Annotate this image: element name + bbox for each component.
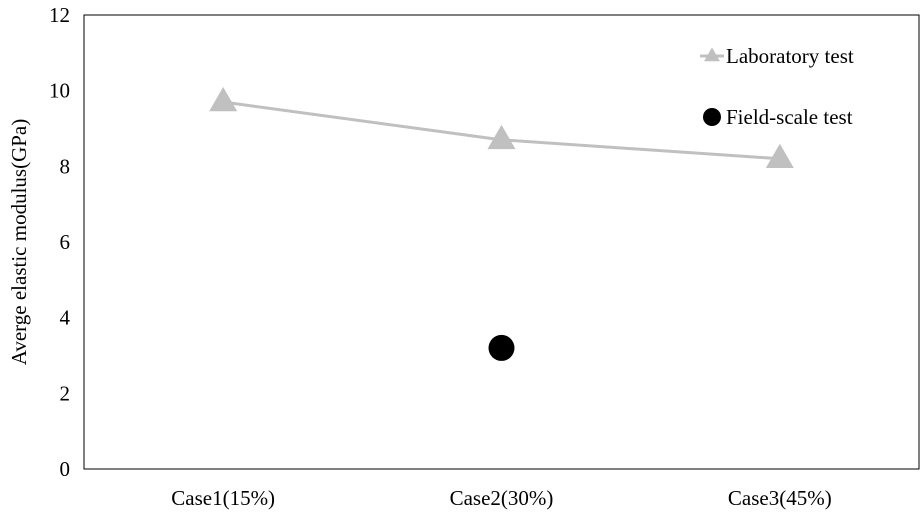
triangle-marker: [765, 143, 794, 168]
y-tick-label: 10: [49, 79, 70, 103]
plot-area-frame: [83, 14, 920, 470]
series-2: [488, 334, 515, 361]
circle-marker: [488, 334, 515, 361]
x-tick-label: Case2(30%): [450, 486, 554, 510]
legend-label: Field-scale test: [726, 105, 853, 129]
y-tick-labels: 0 2 4 6 8 10 12: [49, 3, 71, 481]
y-tick-label: 0: [60, 457, 71, 481]
legend-circle-swatch: [703, 108, 721, 126]
series-layer: [209, 86, 794, 361]
x-tick-label: Case1(15%): [171, 486, 275, 510]
legend-label: Laboratory test: [726, 44, 854, 68]
y-tick-label: 8: [60, 154, 71, 178]
legend-triangle-swatch: [704, 47, 720, 62]
triangle-marker: [209, 86, 238, 112]
y-tick-label: 12: [49, 3, 70, 27]
x-tick-label: Case3(45%): [728, 486, 832, 510]
triangle-marker: [487, 124, 516, 150]
legend: Laboratory test Field-scale test: [700, 44, 854, 129]
y-tick-label: 6: [60, 230, 71, 254]
x-tick-labels: Case1(15%) Case2(30%) Case3(45%): [171, 486, 831, 510]
y-axis-title: Averge elastic modulus(GPa): [7, 119, 31, 366]
series-1: [209, 86, 794, 168]
legend-item: Laboratory test: [700, 44, 854, 68]
y-tick-label: 2: [60, 381, 71, 405]
legend-item: Field-scale test: [703, 105, 853, 129]
y-tick-label: 4: [60, 306, 71, 330]
